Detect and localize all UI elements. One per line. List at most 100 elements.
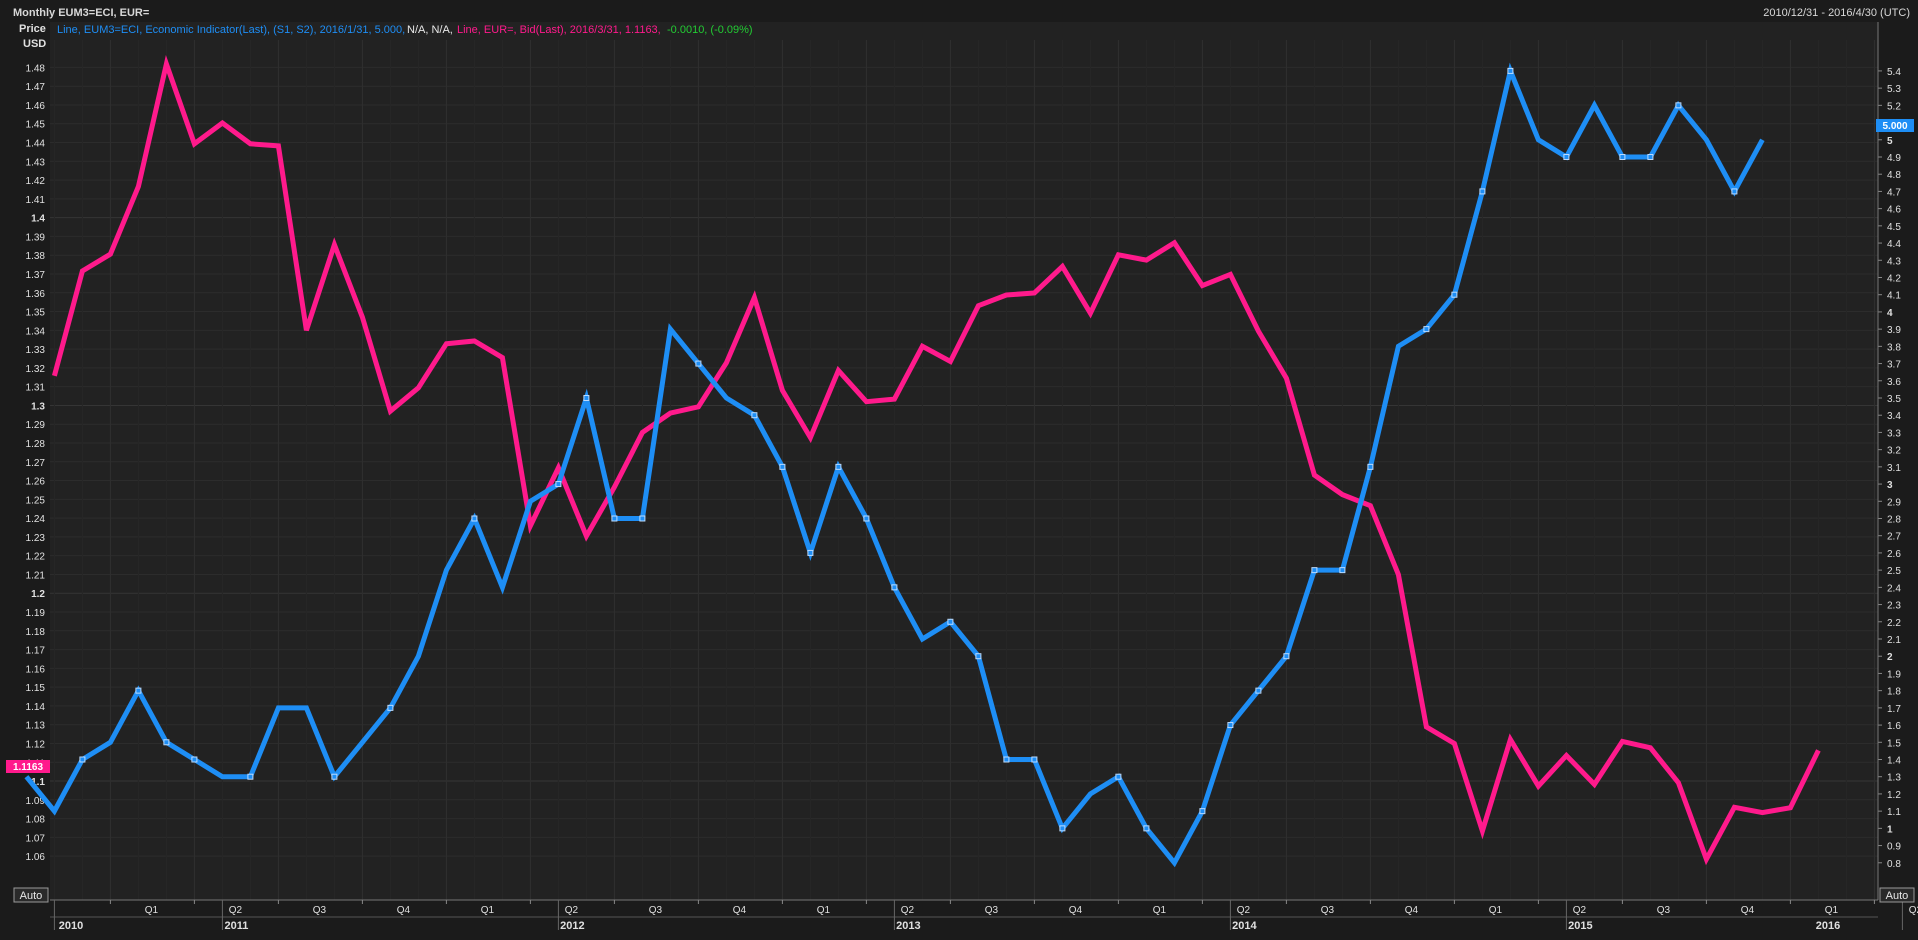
right-last-value: 5.000 — [1882, 121, 1907, 132]
year-label: 2011 — [224, 920, 248, 932]
left-tick-label: 1.41 — [26, 195, 46, 206]
eci-point-marker — [639, 515, 646, 522]
right-tick-label: 3.5 — [1887, 394, 1901, 405]
title-bar — [0, 0, 1918, 21]
right-tick-label: 2.5 — [1887, 566, 1901, 577]
left-tick-label: 1.33 — [26, 345, 46, 356]
eci-point-marker — [191, 756, 198, 763]
eci-point-marker — [947, 618, 954, 625]
quarter-label: Q4 — [1741, 905, 1755, 916]
eci-point-marker — [1647, 153, 1654, 160]
left-last-value-badge: 1.1163 — [6, 760, 50, 773]
eci-point-marker — [1423, 326, 1430, 333]
left-tick-label: 1.28 — [26, 439, 46, 450]
legend-series1: Line, EUM3=ECI, Economic Indicator(Last)… — [57, 24, 405, 36]
right-tick-label: 4.8 — [1887, 170, 1901, 181]
right-tick-label: 5.2 — [1887, 101, 1901, 112]
right-tick-label: 0.8 — [1887, 859, 1901, 870]
right-tick-label: 4.7 — [1887, 187, 1901, 198]
left-tick-label: 1.2 — [31, 589, 45, 600]
right-tick-label: 1.2 — [1887, 790, 1901, 801]
eci-point-marker — [975, 653, 982, 660]
eci-point-marker — [835, 463, 842, 470]
quarter-label: Q3 — [313, 905, 327, 916]
year-label: 2016 — [1816, 920, 1840, 932]
left-tick-label: 1.06 — [26, 852, 46, 863]
right-tick-label: 1.8 — [1887, 687, 1901, 698]
year-label: 2014 — [1232, 920, 1257, 932]
left-tick-label: 1.12 — [26, 739, 46, 750]
eci-point-marker — [1675, 102, 1682, 109]
right-tick-label: 2.7 — [1887, 532, 1901, 543]
left-tick-label: 1.13 — [26, 721, 46, 732]
right-tick-label: 4.1 — [1887, 291, 1901, 302]
auto-left-button[interactable]: Auto — [13, 887, 49, 903]
right-tick-label: 1.5 — [1887, 738, 1901, 749]
right-tick-label: 4.3 — [1887, 256, 1901, 267]
eci-point-marker — [1255, 687, 1262, 694]
right-axis: 0.8 0.9 1 1.1 1.2 1.3 1.4 1.5 1.6 1.7 1.8 1.9 2 2.1 2.… — [1877, 22, 1901, 900]
eci-series-line — [24, 62, 1765, 868]
eci-point-marker — [1003, 756, 1010, 763]
quarter-label: Q3 — [649, 905, 663, 916]
left-tick-label: 1.32 — [26, 364, 46, 375]
right-tick-label: 2.4 — [1887, 583, 1901, 594]
eci-point-marker — [1367, 463, 1374, 470]
left-tick-label: 1.44 — [26, 139, 46, 150]
left-tick-label: 1.25 — [26, 495, 46, 506]
left-tick-label: 1.36 — [26, 289, 46, 300]
left-tick-label: 1.31 — [26, 383, 46, 394]
eci-point-marker — [331, 773, 338, 780]
right-tick-label: 1 — [1887, 824, 1893, 835]
eci-point-marker — [1507, 67, 1514, 74]
right-tick-label: 2 — [1887, 652, 1893, 663]
right-tick-label: 1.7 — [1887, 704, 1901, 715]
eci-point-marker — [1339, 567, 1346, 574]
eci-point-marker — [1283, 653, 1290, 660]
eur-series-line — [51, 55, 1821, 866]
left-tick-label: 1.16 — [26, 664, 46, 675]
x-axis: Q1 Q2 Q3 Q4 Q1 Q2 Q3 Q4 Q1 Q2 Q3 Q4 Q1 Q2 Q3 Q4 Q1 Q2 Q3 Q4… — [50, 899, 1918, 932]
eci-point-marker — [471, 515, 478, 522]
eci-point-marker — [751, 412, 758, 419]
left-tick-label: 1.39 — [26, 232, 46, 243]
left-tick-label: 1.08 — [26, 815, 46, 826]
right-tick-label: 3.2 — [1887, 446, 1901, 457]
quarter-label: Q1 — [145, 905, 159, 916]
legend-series2-change: -0.0010, (-0.09%) — [667, 24, 753, 36]
left-tick-label: 1.35 — [26, 308, 46, 319]
quarter-label: Q2 — [901, 905, 915, 916]
auto-left-label: Auto — [20, 890, 43, 902]
eci-point-marker — [1115, 773, 1122, 780]
quarter-label: Q4 — [733, 905, 747, 916]
quarter-label: Q3 — [1321, 905, 1335, 916]
eci-point-marker — [1311, 567, 1318, 574]
left-tick-label: 1.24 — [26, 514, 46, 525]
left-tick-label: 1.42 — [26, 176, 46, 187]
legend-series2: Line, EUR=, Bid(Last), 2016/3/31, 1.1163… — [457, 24, 661, 36]
right-tick-label: 3.9 — [1887, 325, 1901, 336]
left-tick-label: 1.37 — [26, 270, 46, 281]
right-tick-label: 5.3 — [1887, 84, 1901, 95]
eci-point-marker — [807, 549, 814, 556]
year-label: 2015 — [1568, 920, 1592, 932]
eci-point-marker — [135, 687, 142, 694]
left-tick-label: 1.1 — [31, 777, 45, 788]
right-tick-label: 3 — [1887, 480, 1893, 491]
price-axis-label: Price — [19, 23, 46, 35]
eci-point-marker — [1199, 808, 1206, 815]
series-layer — [24, 55, 1821, 868]
left-tick-label: 1.47 — [26, 82, 46, 93]
eci-point-marker — [695, 360, 702, 367]
right-tick-label: 2.6 — [1887, 549, 1901, 560]
quarter-label: Q4 — [1069, 905, 1083, 916]
right-tick-label: 4.5 — [1887, 222, 1901, 233]
auto-right-button[interactable]: Auto — [1879, 887, 1915, 903]
left-tick-label: 1.43 — [26, 157, 46, 168]
right-last-value-badge: 5.000 — [1876, 119, 1914, 132]
left-tick-label: 1.18 — [26, 627, 46, 638]
left-tick-label: 1.07 — [26, 833, 46, 844]
right-tick-label: 5 — [1887, 136, 1893, 147]
left-axis: 1.061.071.081.091.11.111.121.131.141.151… — [26, 63, 46, 863]
